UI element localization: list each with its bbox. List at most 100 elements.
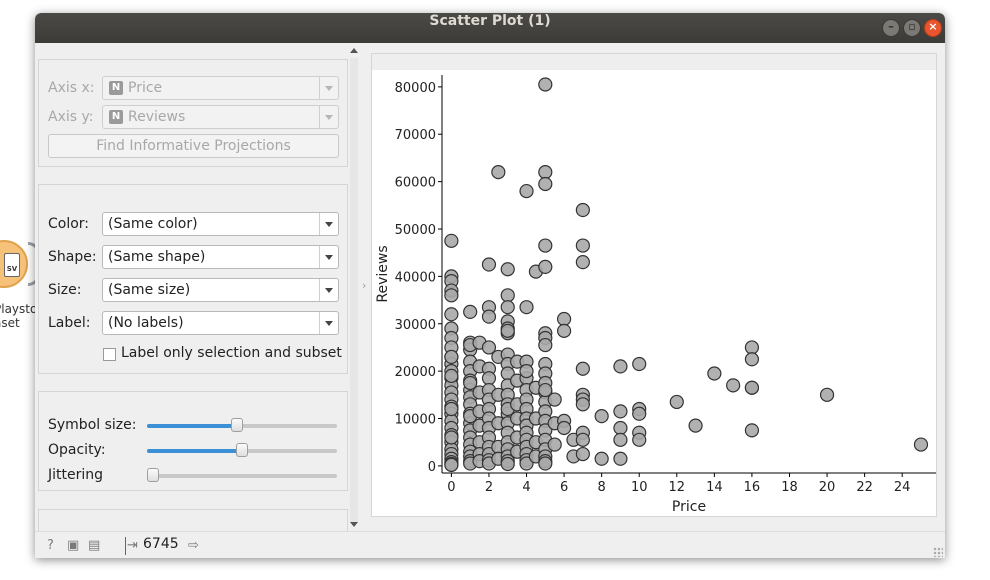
data-point [491, 165, 506, 180]
data-point [444, 307, 459, 322]
data-point [726, 378, 741, 393]
data-point [556, 420, 572, 436]
x-tick-label: 18 [781, 480, 798, 495]
label-only-selection-checkbox[interactable] [103, 348, 116, 361]
data-point [575, 361, 590, 376]
data-point [444, 457, 459, 473]
attributes-panel: Color: (Same color) Shape: (Same shape) … [38, 184, 348, 374]
minimize-button[interactable]: – [882, 19, 900, 37]
data-point [744, 380, 760, 395]
control-area-scrollbar[interactable] [348, 46, 360, 529]
scatter-chart[interactable]: 0 10000 20000 30000 40000 50000 60000 70000 8000… [372, 70, 936, 516]
node-label-line2: aset [0, 316, 20, 330]
jittering-slider[interactable] [147, 468, 337, 482]
data-point [594, 451, 609, 466]
chevron-down-icon [319, 312, 338, 334]
data-point [613, 451, 628, 466]
y-tick-label: 0 [428, 460, 436, 475]
collapse-panel-icon[interactable]: › [362, 279, 367, 292]
label-label: Label: [48, 315, 91, 331]
data-point [547, 437, 562, 452]
size-value: (Same size) [108, 282, 191, 298]
x-tick-label: 10 [631, 480, 648, 495]
opacity-slider[interactable] [147, 443, 337, 457]
slider-handle[interactable] [147, 468, 159, 482]
save-image-icon[interactable]: ▣ [67, 538, 80, 553]
slider-handle[interactable] [230, 418, 243, 432]
data-point [632, 356, 647, 372]
axes-panel: Axis x: N Price Axis y: N Reviews Find I… [38, 59, 348, 167]
x-tick-label: 12 [669, 480, 686, 495]
scatter-plot-window: Scatter Plot (1) – ▫ × Axis x: N Price A… [35, 13, 945, 558]
dataset-node[interactable]: SV [0, 240, 28, 288]
maximize-button[interactable]: ▫ [903, 19, 921, 37]
report-icon[interactable]: ▤ [88, 538, 101, 553]
data-point [500, 300, 515, 315]
title-bar: Scatter Plot (1) – ▫ × [35, 13, 945, 43]
data-point [481, 340, 497, 355]
data-point [819, 387, 835, 402]
data-point [575, 446, 590, 462]
x-tick-label: 14 [706, 480, 723, 495]
maximize-icon: ▫ [908, 20, 916, 33]
data-point [538, 238, 553, 253]
chevron-down-icon [319, 213, 338, 235]
symbol-size-label: Symbol size: [48, 417, 137, 433]
data-point [744, 340, 760, 355]
resize-grip[interactable] [933, 547, 943, 557]
axis-y-label: Axis y: [48, 109, 94, 125]
data-point [519, 364, 534, 379]
data-point [500, 456, 515, 472]
data-point [538, 456, 553, 471]
data-point [463, 304, 478, 320]
output-data-icon: ⇨ [188, 538, 199, 553]
data-point [575, 255, 590, 270]
data-point [632, 406, 647, 421]
color-label: Color: [48, 216, 90, 232]
shape-label: Shape: [48, 249, 97, 265]
color-combo[interactable]: (Same color) [102, 212, 339, 236]
sliders-panel: Symbol size: Opacity: Jittering [38, 391, 348, 491]
plot-area[interactable]: 0 10000 20000 30000 40000 50000 60000 70000 8000… [371, 53, 937, 517]
data-point [613, 420, 628, 436]
find-informative-projections-button[interactable]: Find Informative Projections [48, 134, 339, 158]
color-value: (Same color) [108, 216, 198, 232]
data-point [481, 257, 497, 272]
x-tick-label: 22 [856, 480, 873, 495]
slider-handle[interactable] [236, 443, 248, 457]
size-combo[interactable]: (Same size) [102, 278, 339, 302]
scroll-up-icon[interactable] [350, 48, 358, 53]
window-title: Scatter Plot (1) [429, 13, 551, 29]
chevron-down-icon [319, 77, 338, 99]
shape-combo[interactable]: (Same shape) [102, 245, 339, 269]
symbol-size-slider[interactable] [147, 418, 337, 432]
x-axis-title: Price [672, 499, 706, 515]
data-point [500, 262, 515, 277]
data-point [744, 352, 760, 367]
axis-y-combo[interactable]: N Reviews [102, 105, 339, 129]
close-button[interactable]: × [924, 19, 942, 37]
x-tick-label: 2 [485, 480, 493, 495]
y-tick-label: 40000 [395, 270, 436, 285]
data-point [538, 176, 553, 192]
file-csv-icon: SV [4, 253, 20, 277]
chevron-down-icon [319, 279, 338, 301]
axis-x-combo[interactable]: N Price [102, 76, 339, 100]
chevron-down-icon [319, 246, 338, 268]
scroll-down-icon[interactable] [350, 522, 358, 527]
label-combo[interactable]: (No labels) [102, 311, 339, 335]
opacity-label: Opacity: [48, 442, 106, 458]
scrollbar-track[interactable] [350, 58, 358, 523]
data-point [575, 238, 590, 253]
x-tick-label: 4 [522, 480, 530, 495]
plot-top-bar [372, 54, 936, 70]
data-point [744, 423, 760, 438]
data-point [613, 359, 628, 374]
help-icon[interactable]: ? [47, 538, 54, 553]
data-point [444, 368, 459, 383]
y-axis-title: Reviews [375, 245, 391, 302]
node-label-line1: Playsto [0, 302, 38, 316]
chevron-down-icon [319, 106, 338, 128]
input-data-icon: ⇥ [127, 538, 138, 553]
y-tick-label: 80000 [395, 81, 436, 96]
